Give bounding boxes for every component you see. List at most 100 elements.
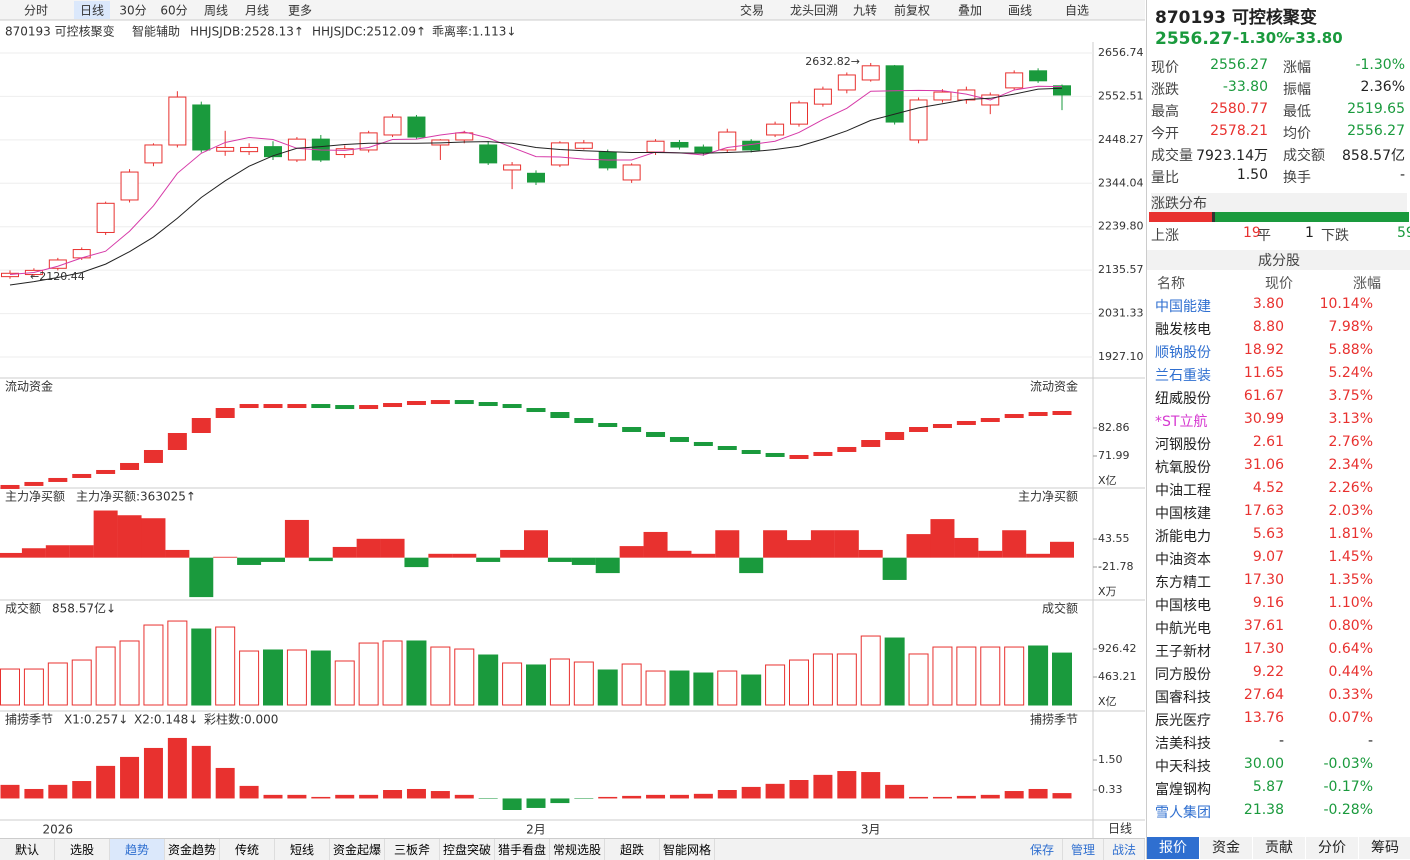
stock-name[interactable]: 中航光电 [1155,621,1211,637]
action-button[interactable]: 保存 [1022,839,1063,860]
side-tab[interactable]: 贡献 [1253,837,1305,859]
strategy-tab[interactable]: 趋势 [110,839,165,860]
panel-legend: X2:0.148↓ [134,713,198,727]
stock-name[interactable]: 富煌钢构 [1155,782,1211,798]
volume-bar [502,662,523,706]
stock-name[interactable]: 洁美科技 [1155,736,1211,752]
strategy-tab[interactable]: 资金起爆 [330,839,385,860]
stock-price: 61.67 [1243,388,1284,404]
side-tab[interactable]: 分价 [1306,837,1358,859]
stock-name[interactable]: *ST立航 [1155,414,1208,430]
stock-name[interactable]: 中国能建 [1155,299,1211,315]
spacer [715,839,1022,860]
netbuy-bar [906,534,931,558]
period-tab[interactable]: 月线 [245,4,269,18]
side-tab[interactable]: 筹码 [1359,837,1410,859]
tool-button[interactable]: 交易 [740,3,764,18]
stock-name[interactable]: 东方精工 [1155,575,1211,591]
fund-bar [72,473,92,478]
period-tab[interactable]: 60分 [160,4,187,18]
period-tab[interactable]: 30分 [119,4,146,18]
stock-name[interactable]: 河钢股份 [1155,437,1211,453]
distribution-text: 下跌 [1321,228,1349,244]
stock-name[interactable]: 王子新材 [1155,644,1211,660]
fund-bar [287,404,307,409]
assist-toggle[interactable]: 智能辅助 [132,24,180,39]
side-tab[interactable]: 资金 [1200,837,1252,859]
stock-name[interactable]: 国睿科技 [1155,690,1211,706]
period-tab[interactable]: 周线 [204,4,228,18]
stock-name[interactable]: 顺钠股份 [1155,345,1211,361]
tool-button[interactable]: 龙头回溯 [790,3,838,18]
strategy-tab[interactable]: 选股 [55,839,110,860]
netbuy-bar [595,557,620,574]
fund-bar [956,420,976,425]
fund-bar [359,405,379,410]
strategy-tab[interactable]: 猎手看盘 [495,839,550,860]
strategy-tab[interactable]: 超跌 [605,839,660,860]
tool-button[interactable]: 前复权 [894,3,930,18]
tool-button[interactable]: 叠加 [958,4,982,18]
action-button[interactable]: 管理 [1063,839,1104,860]
stock-price: 2.61 [1252,434,1284,450]
netbuy-bar [141,518,166,558]
column-header: 名称 [1157,276,1185,292]
stock-name[interactable]: 中油资本 [1155,552,1211,568]
y-tick-label: -21.78 [1098,560,1133,573]
fund-bar [526,408,546,413]
stock-change: 2.26% [1328,480,1373,496]
strategy-tab[interactable]: 短线 [275,839,330,860]
period-tab[interactable]: 更多 [288,4,312,18]
tool-button[interactable]: 九转 [853,3,877,18]
strategy-tab[interactable]: 传统 [220,839,275,860]
y-tick-label: 1.50 [1098,753,1123,766]
stock-name[interactable]: 纽威股份 [1155,391,1211,407]
stock-price: 37.61 [1243,618,1284,634]
quote-headline: 2556.27 [1155,29,1233,49]
quote-label: 均价 [1283,126,1311,142]
stock-name[interactable]: 中国核电 [1155,598,1211,614]
volume-bar [956,646,977,706]
stock-name[interactable]: 雪人集团 [1155,805,1211,821]
catch-bar [622,795,642,799]
strategy-tab[interactable]: 三板斧 [385,839,440,860]
strategy-tab[interactable]: 智能网格 [660,839,715,860]
candle-body [216,146,235,152]
tool-button[interactable]: 自选 [1065,4,1089,18]
stock-name[interactable]: 中国核建 [1155,506,1211,522]
stock-name[interactable]: 中油工程 [1155,483,1211,499]
y-tick-label: 2135.57 [1098,263,1144,276]
stock-name[interactable]: 融发核电 [1155,322,1211,338]
stock-name[interactable]: 辰光医疗 [1155,713,1211,729]
stock-name[interactable]: 浙能电力 [1155,529,1211,545]
volume-bar [215,626,236,706]
volume-bar [143,624,164,706]
stock-name[interactable]: 兰石重装 [1155,368,1211,384]
stock-price: 9.16 [1252,595,1284,611]
strategy-tab[interactable]: 默认 [0,839,55,860]
fund-bar [646,431,666,437]
strategy-tab[interactable]: 常规选股 [550,839,605,860]
strategy-tab[interactable]: 资金趋势 [165,839,220,860]
distribution-text: 19 [1243,225,1261,241]
netbuy-bar [715,530,740,558]
stock-change: 0.07% [1328,710,1373,726]
netbuy-bar [978,550,1003,558]
side-tab[interactable]: 报价 [1147,837,1199,859]
fund-bar [765,452,785,457]
quote-value: 2556.27 [1210,57,1268,73]
period-tab[interactable]: 分时 [24,4,48,18]
netbuy-bar [284,519,309,558]
action-button[interactable]: 战法 [1104,839,1145,860]
stock-name[interactable]: 同方股份 [1155,667,1211,683]
tool-button[interactable]: 画线 [1008,4,1032,18]
y-tick-label: 926.42 [1098,642,1137,655]
period-tab[interactable]: 日线 [80,4,104,18]
strategy-tab[interactable]: 控盘突破 [440,839,495,860]
fund-bar [669,436,689,442]
fund-bar [239,404,259,409]
stock-name[interactable]: 中天科技 [1155,759,1211,775]
stock-name[interactable]: 杭氧股份 [1155,460,1211,476]
distribution-text: 平 [1257,228,1271,244]
catch-bar [550,798,570,804]
